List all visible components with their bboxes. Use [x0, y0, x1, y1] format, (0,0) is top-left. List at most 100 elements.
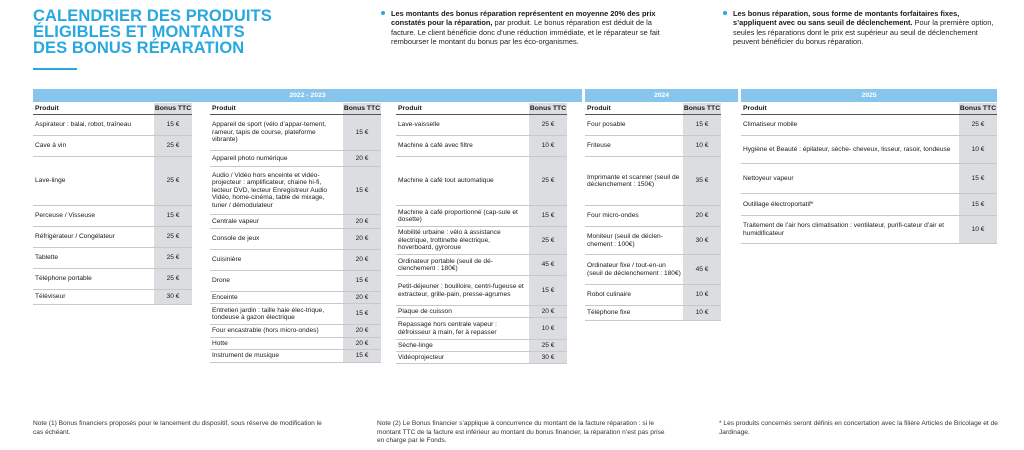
- table-row: Vidéoprojecteur 30 €: [396, 352, 567, 364]
- table-row: Ordinateur fixe / tout-en-un (seuil de d…: [585, 255, 721, 285]
- bonus-amount: 10 €: [683, 306, 721, 320]
- table-row: Téléphone portable 25 €: [33, 269, 192, 290]
- page-title-line: CALENDRIER DES PRODUITS: [33, 7, 272, 25]
- product-name: Aspirateur : balai, robot, traîneau: [35, 121, 132, 129]
- footnote: * Les produits concernés seront définis …: [719, 420, 998, 436]
- table-row: Outillage électroportatif* 15 €: [741, 194, 997, 216]
- page-title-line: DES BONUS RÉPARATION: [33, 39, 245, 57]
- product-name: Téléphone fixe: [587, 309, 631, 317]
- table-row: Traitement de l’air hors climatisation :…: [741, 216, 997, 244]
- product-name: Four posable: [587, 121, 626, 129]
- product-name: Appareil de sport (vélo d’appar-tement, …: [212, 121, 326, 144]
- table-row: Nettoyeur vapeur 15 €: [741, 164, 997, 194]
- product-name: Cuisinière: [212, 256, 242, 264]
- product-name: Ordinateur fixe / tout-en-un (seuil de d…: [587, 262, 681, 277]
- bonus-amount: 25 €: [529, 115, 567, 135]
- product-name: Robot culinaire: [587, 291, 631, 299]
- table-row: Machine à café avec filtre 10 €: [396, 136, 567, 157]
- header-bonus: Bonus TTC: [529, 103, 567, 114]
- product-name: Vidéoprojecteur: [398, 353, 445, 361]
- table-header: Produit Bonus TTC: [741, 103, 997, 115]
- table-header: Produit Bonus TTC: [33, 103, 192, 115]
- product-name: Lave-vaisselle: [398, 121, 440, 129]
- bonus-amount: 15 €: [154, 115, 192, 135]
- table-row: Plaque de cuisson 20 €: [396, 306, 567, 318]
- bonus-amount: 15 €: [343, 115, 381, 150]
- bonus-amount: 20 €: [343, 292, 381, 303]
- table-row: Cave à vin 25 €: [33, 136, 192, 157]
- table-row: Lave-vaisselle 25 €: [396, 115, 567, 136]
- table-row: Four micro-ondes 20 €: [585, 206, 721, 227]
- bonus-amount: 15 €: [959, 194, 997, 215]
- period-band-2024: 2024: [585, 89, 738, 102]
- header-product: Produit: [33, 103, 154, 114]
- header-bonus: Bonus TTC: [343, 103, 381, 114]
- bonus-amount: 25 €: [154, 157, 192, 205]
- header-product: Produit: [396, 103, 529, 114]
- product-name: Drone: [212, 277, 230, 285]
- table-row: Four encastrable (hors micro-ondes) 20 €: [210, 325, 381, 338]
- bonus-amount: 25 €: [154, 227, 192, 247]
- table-row: Friteuse 10 €: [585, 136, 721, 157]
- product-name: Hygiène et Beauté : épilateur, sèche- ch…: [743, 145, 951, 153]
- bonus-amount: 20 €: [343, 338, 381, 349]
- header-bonus: Bonus TTC: [154, 103, 192, 114]
- product-table: Produit Bonus TTC Appareil de sport (vélo …: [210, 103, 381, 363]
- table-row: Tablette 25 €: [33, 248, 192, 269]
- header-product: Produit: [210, 103, 343, 114]
- bonus-amount: 15 €: [959, 164, 997, 193]
- page-title-line: ÉLIGIBLES ET MONTANTS: [33, 23, 245, 41]
- product-name: Centrale vapeur: [212, 217, 259, 225]
- table-header: Produit Bonus TTC: [585, 103, 721, 115]
- product-name: Mobilité urbaine : vélo à assistance éle…: [398, 229, 501, 252]
- product-name: Outillage électroportatif*: [743, 200, 814, 208]
- product-name: Four micro-ondes: [587, 212, 639, 220]
- footnote: Note (1) Bonus financiers proposés pour …: [33, 420, 322, 436]
- bonus-amount: 45 €: [683, 255, 721, 284]
- bonus-amount: 20 €: [683, 206, 721, 226]
- product-name: Friteuse: [587, 142, 611, 150]
- bonus-amount: 45 €: [529, 255, 567, 275]
- product-name: Four encastrable (hors micro-ondes): [212, 327, 319, 335]
- bonus-amount: 20 €: [343, 215, 381, 228]
- table-row: Lave-linge 25 €: [33, 157, 192, 206]
- header-product: Produit: [741, 103, 959, 114]
- bonus-amount: 20 €: [529, 306, 567, 317]
- product-table: Produit Bonus TTC Aspirateur : balai, robo…: [33, 103, 192, 305]
- table-row: Audio / Vidéo hors enceinte et vidéo-pro…: [210, 167, 381, 215]
- product-name: Moniteur (seuil de déclen-chement : 100€…: [587, 233, 663, 248]
- product-name: Sèche-linge: [398, 341, 433, 349]
- intro-text: Pour la première option, seules les répa…: [733, 18, 994, 47]
- product-name: Entretien jardin : taille haie élec-triq…: [212, 306, 325, 321]
- bonus-amount: 30 €: [154, 290, 192, 304]
- table-row: Machine à café tout automatique 25 €: [396, 157, 567, 206]
- product-table: Produit Bonus TTC Lave-vaisselle 25 € Machin…: [396, 103, 567, 364]
- bonus-amount: 10 €: [959, 216, 997, 243]
- bonus-amount: 10 €: [959, 136, 997, 163]
- product-name: Imprimante et scanner (seuil de déclench…: [587, 173, 680, 188]
- intro-text: par produit. Le bonus réparation est déd…: [391, 18, 660, 47]
- bonus-amount: 15 €: [154, 206, 192, 226]
- table-row: Moniteur (seuil de déclen-chement : 100€…: [585, 227, 721, 255]
- product-name: Ordinateur portable (seuil de dé-clenche…: [398, 257, 493, 272]
- table-row: Appareil photo numérique 20 €: [210, 151, 381, 167]
- intro-paragraph: Les montants des bonus réparation représ…: [381, 9, 676, 47]
- page-title: CALENDRIER DES PRODUITS ÉLIGIBLES ET MON…: [33, 7, 333, 57]
- table-row: Aspirateur : balai, robot, traîneau 15 €: [33, 115, 192, 136]
- table-row: Appareil de sport (vélo d’appar-tement, …: [210, 115, 381, 151]
- table-row: Machine à café proportionné (cap-sule et…: [396, 206, 567, 227]
- bonus-amount: 30 €: [683, 227, 721, 254]
- table-row: Console de jeux 20 €: [210, 229, 381, 250]
- product-name: Téléviseur: [35, 293, 66, 301]
- table-row: Mobilité urbaine : vélo à assistance éle…: [396, 227, 567, 255]
- bonus-amount: 20 €: [343, 151, 381, 166]
- product-name: Climatiseur mobile: [743, 121, 798, 129]
- table-row: Petit-déjeuner : bouilloire, centri-fuge…: [396, 276, 567, 306]
- product-name: Lave-linge: [35, 177, 66, 185]
- table-row: Hotte 20 €: [210, 338, 381, 350]
- product-name: Cave à vin: [35, 142, 67, 150]
- bonus-amount: 20 €: [343, 250, 381, 270]
- bonus-amount: 25 €: [529, 340, 567, 351]
- table-row: Enceinte 20 €: [210, 292, 381, 304]
- table-row: Climatiseur mobile 25 €: [741, 115, 997, 136]
